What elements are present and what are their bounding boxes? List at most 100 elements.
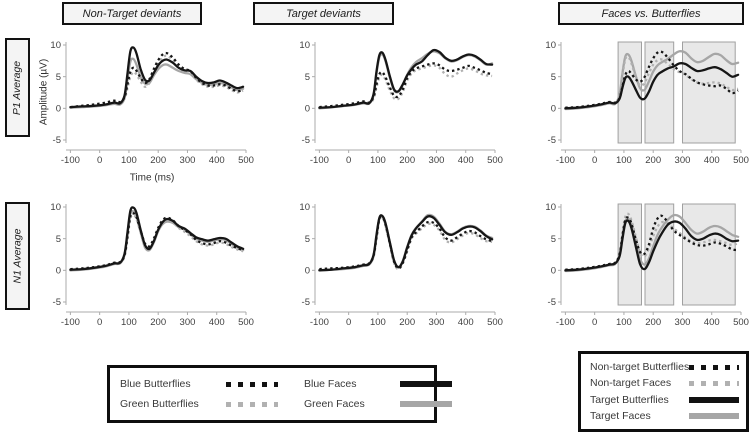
legend-stimulus-types: Blue Butterflies Blue Faces Green Butter…: [107, 365, 452, 423]
erp-plot-p1-target: 10 5 0 -5 -100 0 100 200 300 400 500: [287, 38, 509, 170]
svg-text:100: 100: [121, 155, 137, 166]
panel-canvas: 10 5 0 -5-100 0 100 200 300 400 500: [50, 202, 254, 328]
svg-text:0: 0: [305, 266, 310, 277]
svg-text:5: 5: [56, 72, 61, 83]
svg-text:-100: -100: [556, 155, 575, 166]
row-label-p1-text: P1 Average: [11, 60, 24, 115]
svg-text:10: 10: [545, 202, 556, 213]
svg-text:200: 200: [645, 317, 661, 328]
svg-text:0: 0: [592, 317, 597, 328]
svg-text:500: 500: [238, 317, 254, 328]
svg-text:-100: -100: [61, 155, 80, 166]
svg-text:300: 300: [675, 317, 691, 328]
svg-text:-5: -5: [548, 135, 556, 146]
svg-text:200: 200: [399, 155, 415, 166]
svg-text:400: 400: [209, 155, 225, 166]
svg-text:10: 10: [299, 202, 310, 213]
svg-text:-5: -5: [548, 297, 556, 308]
svg-text:0: 0: [56, 266, 61, 277]
erp-plot-n1-non-target: 10 5 0 -5 -100 0 100 200 300 400 500: [38, 200, 260, 332]
svg-text:100: 100: [121, 317, 137, 328]
svg-text:200: 200: [645, 155, 661, 166]
svg-text:0: 0: [551, 266, 556, 277]
erp-plot-p1-non-target: 10 5 0 -5 -100 0 100 200 300 400 500: [38, 38, 260, 170]
svg-text:-100: -100: [556, 317, 575, 328]
svg-text:100: 100: [616, 317, 632, 328]
column-header-target-deviants: Target deviants: [253, 2, 394, 25]
svg-text:-5: -5: [302, 297, 310, 308]
x-axis-title: Time (ms): [129, 172, 175, 184]
svg-text:400: 400: [704, 317, 720, 328]
column-header-faces-vs-butterflies: Faces vs. Butterflies: [558, 2, 744, 25]
svg-text:-100: -100: [310, 155, 329, 166]
legend-item-blue-faces: Blue Faces: [304, 378, 357, 390]
svg-text:100: 100: [370, 317, 386, 328]
panel-canvas: 10 5 0 -5-100 0 100 200 300 400 500: [545, 202, 749, 328]
svg-text:300: 300: [180, 155, 196, 166]
svg-text:0: 0: [56, 104, 61, 115]
svg-text:10: 10: [299, 40, 310, 51]
panel-canvas: 10 5 0 -5-100 0 100 200 300 400 500: [299, 40, 503, 166]
black-dotted-line-sample: [689, 364, 740, 370]
svg-text:10: 10: [545, 40, 556, 51]
svg-text:-100: -100: [61, 317, 80, 328]
legend-item-target-butterflies: Target Butterflies: [590, 393, 669, 406]
svg-text:400: 400: [458, 155, 474, 166]
svg-text:100: 100: [616, 155, 632, 166]
panel-canvas: 10 5 0 -5-100 0 100 200 300 400 500: [299, 202, 503, 328]
svg-text:0: 0: [97, 155, 102, 166]
legend-item-non-target-butterflies: Non-target Butterflies: [590, 361, 690, 374]
row-label-n1-average: N1 Average: [5, 202, 30, 310]
svg-text:0: 0: [97, 317, 102, 328]
svg-text:5: 5: [551, 234, 556, 245]
legend-item-blue-butterflies: Blue Butterflies: [120, 378, 191, 390]
svg-text:-5: -5: [53, 135, 61, 146]
svg-text:5: 5: [551, 72, 556, 83]
svg-text:200: 200: [150, 317, 166, 328]
panel-canvas: 10 5 0 -5-100 0 100 200 300 400 500: [50, 40, 254, 166]
column-header-non-target-deviants: Non-Target deviants: [62, 2, 202, 25]
black-solid-line-sample: [400, 381, 452, 387]
erp-plot-n1-target: 10 5 0 -5 -100 0 100 200 300 400 500: [287, 200, 509, 332]
gray-dotted-line-sample: [689, 380, 740, 386]
svg-text:0: 0: [346, 317, 351, 328]
black-dotted-line-sample: [226, 381, 278, 387]
gray-dotted-line-sample: [226, 401, 278, 407]
legend-item-green-faces: Green Faces: [304, 398, 365, 410]
legend-item-target-faces: Target Faces: [590, 409, 651, 422]
svg-text:10: 10: [50, 40, 61, 51]
panel-canvas: 10 5 0 -5-100 0 100 200 300 400 500: [545, 40, 749, 166]
row-label-n1-text: N1 Average: [11, 228, 24, 284]
svg-text:5: 5: [56, 234, 61, 245]
svg-text:0: 0: [592, 155, 597, 166]
svg-text:500: 500: [733, 317, 749, 328]
gray-solid-line-sample: [400, 401, 452, 407]
black-solid-line-sample: [689, 396, 740, 403]
svg-text:400: 400: [209, 317, 225, 328]
svg-text:10: 10: [50, 202, 61, 213]
svg-text:5: 5: [305, 72, 310, 83]
legend-item-green-butterflies: Green Butterflies: [120, 398, 199, 410]
svg-text:200: 200: [150, 155, 166, 166]
svg-text:0: 0: [346, 155, 351, 166]
svg-text:5: 5: [305, 234, 310, 245]
svg-text:300: 300: [180, 317, 196, 328]
svg-text:500: 500: [487, 155, 503, 166]
svg-text:200: 200: [399, 317, 415, 328]
erp-plot-n1-faces-vs-butterflies: 10 5 0 -5 -100 0 100 200 300 400 500: [533, 200, 750, 332]
gray-solid-line-sample: [689, 412, 740, 419]
svg-text:-100: -100: [310, 317, 329, 328]
svg-text:-5: -5: [53, 297, 61, 308]
svg-text:0: 0: [551, 104, 556, 115]
svg-text:300: 300: [675, 155, 691, 166]
svg-text:300: 300: [429, 155, 445, 166]
svg-text:-5: -5: [302, 135, 310, 146]
svg-text:400: 400: [458, 317, 474, 328]
svg-text:100: 100: [370, 155, 386, 166]
legend-conditions: Non-target Butterflies Non-target Faces …: [578, 351, 749, 432]
svg-text:500: 500: [487, 317, 503, 328]
svg-text:500: 500: [238, 155, 254, 166]
svg-text:300: 300: [429, 317, 445, 328]
legend-item-non-target-faces: Non-target Faces: [590, 377, 672, 390]
